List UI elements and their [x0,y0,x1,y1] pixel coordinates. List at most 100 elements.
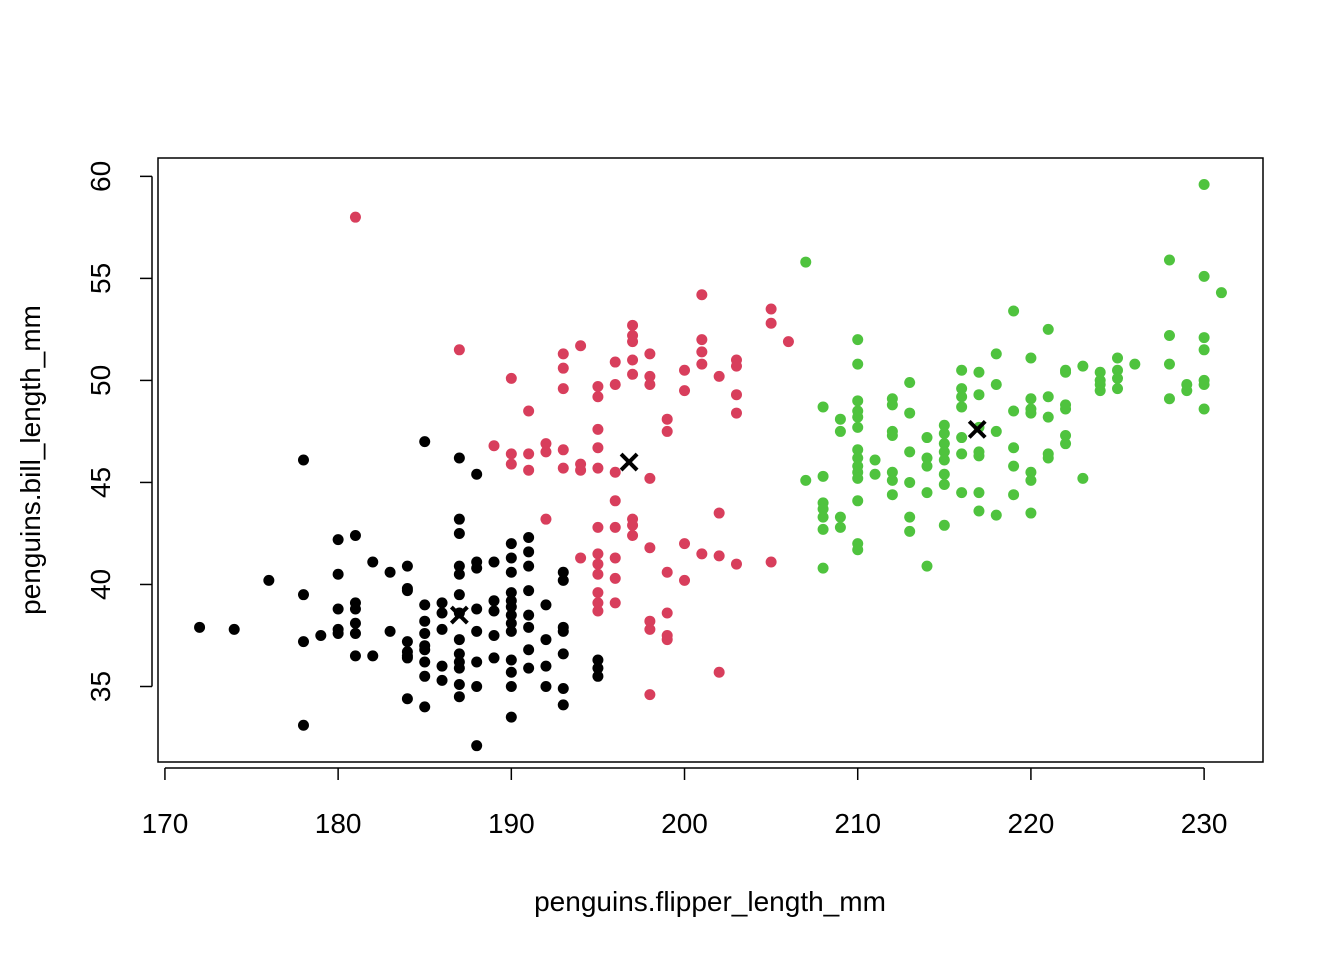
point-s2-45 [921,487,933,499]
point-s0-13 [349,530,361,541]
centroid-marker-1 [619,452,639,472]
point-s1-70 [696,358,708,370]
point-s2-11 [834,511,846,523]
point-s2-115 [1198,332,1210,344]
point-s0-34 [419,627,431,639]
point-s1-60 [661,607,673,619]
point-s0-30 [401,693,413,705]
point-s2-81 [1025,407,1037,419]
point-s0-50 [453,589,465,601]
point-s2-27 [869,454,881,466]
point-s0-95 [540,681,552,692]
point-s2-42 [921,432,933,444]
point-s1-2 [488,440,500,452]
point-s1-20 [575,552,587,564]
point-s0-77 [505,609,517,621]
point-s2-86 [1042,391,1054,403]
point-s1-73 [713,507,725,519]
point-s1-28 [592,558,604,570]
point-s2-17 [852,411,864,423]
point-s2-1 [800,474,812,486]
point-s0-48 [453,560,465,572]
point-s1-80 [730,558,742,570]
point-s2-102 [1112,352,1124,364]
point-s0-5 [297,636,309,648]
point-s0-65 [471,740,483,752]
point-s0-69 [488,629,500,641]
point-s0-36 [419,644,431,656]
point-s1-15 [557,444,569,456]
point-s2-7 [817,523,829,535]
point-s1-83 [765,556,777,568]
point-s1-40 [609,597,621,609]
point-s1-24 [592,442,604,454]
point-s2-47 [938,419,950,431]
point-s1-37 [609,521,621,533]
point-s1-47 [627,519,639,531]
point-s1-10 [540,446,552,458]
point-s1-5 [505,458,517,470]
point-s2-91 [1060,366,1072,378]
point-s0-0 [194,621,206,633]
x-tick-label-200: 200 [661,808,708,839]
point-s0-89 [523,621,535,633]
point-s0-29 [401,652,413,664]
point-s1-49 [644,348,656,360]
point-s1-27 [592,548,604,560]
point-s1-64 [679,385,691,397]
point-s1-23 [592,423,604,435]
point-s0-9 [332,568,344,580]
point-s2-57 [956,391,968,403]
point-s1-65 [679,538,691,550]
point-s2-110 [1163,393,1175,405]
point-s2-51 [938,454,950,466]
point-s1-30 [592,587,604,599]
point-s1-75 [713,666,725,678]
point-s2-46 [921,560,933,572]
point-s2-98 [1094,366,1106,378]
point-s1-0 [349,211,361,223]
point-s2-43 [921,452,933,464]
point-s1-8 [523,464,535,476]
point-s0-101 [557,683,569,695]
point-s0-40 [436,597,448,609]
y-axis-label: penguins.bill_length_mm [15,305,46,615]
y-tick-label-50: 50 [85,365,116,396]
point-s1-62 [661,634,673,646]
point-s1-25 [592,462,604,474]
point-s1-31 [592,597,604,609]
point-s2-23 [852,472,864,484]
point-s2-41 [904,525,916,537]
point-s0-42 [436,623,448,635]
point-s2-5 [817,503,829,515]
point-s2-32 [886,430,898,442]
point-s0-78 [505,617,517,629]
point-s0-8 [332,534,344,546]
point-s1-7 [523,448,535,460]
point-s0-79 [505,625,517,637]
point-s0-60 [471,562,483,574]
point-s1-51 [644,379,656,390]
point-s0-3 [297,454,309,466]
point-s0-58 [471,468,483,480]
point-s0-10 [332,603,344,615]
point-s0-39 [419,701,431,713]
point-s1-43 [627,336,639,348]
point-s0-91 [523,662,535,674]
point-s0-7 [315,629,327,641]
point-s2-3 [817,470,829,482]
point-s2-24 [852,495,864,507]
point-s0-73 [505,566,517,578]
point-s0-1 [228,623,240,635]
point-s1-69 [696,346,708,358]
point-s0-55 [453,662,465,674]
point-s0-84 [523,532,535,544]
point-s0-86 [523,560,535,572]
point-s0-17 [349,627,361,639]
point-s1-54 [644,615,656,627]
point-s1-48 [627,530,639,541]
point-s1-57 [661,413,673,425]
point-s2-12 [834,521,846,533]
point-s1-45 [627,368,639,380]
point-s2-113 [1198,179,1210,191]
